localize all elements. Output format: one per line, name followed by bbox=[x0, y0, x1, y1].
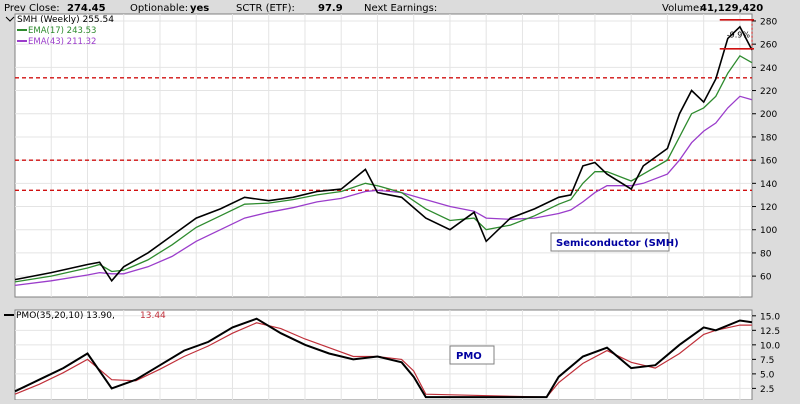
price-y-tick-label: 260 bbox=[760, 41, 777, 51]
pmo-y-tick-label: 5.0 bbox=[760, 370, 775, 380]
chart-label-box: Semiconductor (SMH) bbox=[550, 232, 679, 252]
sctr-label: SCTR (ETF): bbox=[236, 3, 295, 14]
price-y-tick-label: 180 bbox=[760, 133, 777, 143]
price-y-tick-label: 220 bbox=[760, 87, 777, 97]
price-line bbox=[14, 25, 753, 283]
sctr-value: 97.9 bbox=[318, 3, 343, 14]
price-y-tick-label: 280 bbox=[760, 17, 777, 27]
price-y-tick-label: 60 bbox=[760, 273, 772, 283]
optionable-value: yes bbox=[190, 3, 209, 14]
legend-price-swatch bbox=[5, 16, 15, 22]
pmo-legend-signal: 13.44 bbox=[140, 311, 166, 321]
pmo-label-box: PMO bbox=[449, 345, 495, 365]
price-y-tick-label: 200 bbox=[760, 110, 777, 120]
pmo-label-frame bbox=[449, 345, 495, 365]
optionable-label: Optionable: bbox=[130, 3, 188, 14]
price-y-tick-label: 120 bbox=[760, 203, 777, 213]
pmo-plot-area bbox=[14, 309, 753, 401]
price-y-tick-label: 100 bbox=[760, 226, 777, 236]
legend-price: SMH (Weekly) 255.54 bbox=[17, 15, 114, 25]
pmo-y-tick-label: 10.0 bbox=[760, 341, 780, 351]
support-lines bbox=[15, 77, 752, 191]
prev-close-label: Prev Close: bbox=[4, 3, 60, 14]
legend-ema17: EMA(17) 243.53 bbox=[28, 26, 96, 36]
prev-close-value: 274.45 bbox=[67, 3, 106, 14]
price-plot-area bbox=[14, 13, 753, 298]
pmo-line bbox=[14, 317, 753, 399]
pmo-legend: PMO(35,20,10) 13.90, 13.44 bbox=[4, 311, 166, 321]
chart-label: Semiconductor (SMH) bbox=[556, 238, 679, 249]
price-y-tick-label: 240 bbox=[760, 64, 777, 74]
pmo-y-tick-label: 15.0 bbox=[760, 312, 780, 322]
range-marker: -9.9% bbox=[719, 18, 754, 50]
chart-label-frame bbox=[550, 232, 670, 252]
ema17-line bbox=[14, 54, 753, 283]
range-pct-label: -9.9% bbox=[727, 30, 751, 39]
price-y-axis: 60 80 100 120 140 160 180 200 220 240 260 280 bbox=[752, 17, 777, 283]
price-y-tick-label: 80 bbox=[760, 249, 772, 259]
volume-label: Volume: bbox=[662, 3, 703, 14]
pmo-grid bbox=[15, 310, 752, 400]
pmo-y-axis: 2.5 5.0 7.5 10.0 12.5 15.0 bbox=[752, 312, 780, 395]
legend-ema43: EMA(43) 211.32 bbox=[28, 37, 96, 47]
ema43-line bbox=[14, 95, 753, 287]
volume-value: 41,129,420 bbox=[700, 3, 763, 14]
price-legend: SMH (Weekly) 255.54 EMA(17) 243.53 EMA(4… bbox=[5, 15, 114, 47]
price-series-group bbox=[14, 25, 753, 287]
pmo-y-tick-label: 12.5 bbox=[760, 327, 780, 337]
next-earnings-label: Next Earnings: bbox=[364, 3, 437, 14]
pmo-y-tick-label: 7.5 bbox=[760, 356, 774, 366]
pmo-series-group bbox=[14, 317, 753, 399]
price-y-tick-label: 140 bbox=[760, 180, 777, 190]
pmo-label: PMO bbox=[456, 351, 482, 362]
pmo-y-tick-label: 2.5 bbox=[760, 385, 774, 395]
header-bar: Prev Close: 274.45 Optionable: yes SCTR … bbox=[4, 3, 763, 14]
pmo-legend: PMO(35,20,10) 13.90, bbox=[16, 311, 115, 321]
price-y-tick-label: 160 bbox=[760, 157, 777, 167]
